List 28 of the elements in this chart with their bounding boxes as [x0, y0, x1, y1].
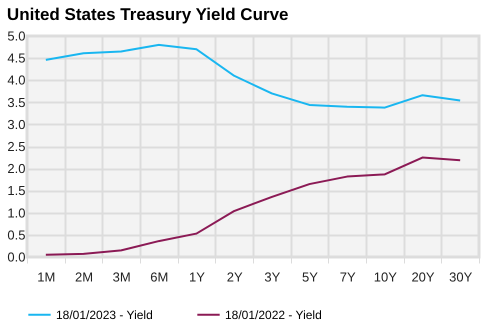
- y-tick-label: 1.0: [7, 205, 26, 220]
- y-tick-label: 2.0: [7, 161, 26, 176]
- x-tick-label: 3M: [112, 270, 131, 284]
- y-tick-label: 3.5: [7, 94, 26, 110]
- x-tick-label: 10Y: [374, 270, 398, 284]
- line-series: [44, 44, 462, 109]
- x-tick-label: 20Y: [411, 270, 435, 284]
- x-tick-label: 30Y: [449, 270, 473, 284]
- y-tick-label: 4.0: [7, 72, 26, 88]
- y-tick-label: 3.0: [7, 116, 26, 132]
- x-tick-label: 2Y: [226, 270, 243, 284]
- x-tick-label: 5Y: [302, 270, 318, 284]
- x-tick-label: 1Y: [189, 270, 206, 284]
- y-tick-label: 0.5: [7, 227, 26, 242]
- x-tick-label: 6M: [150, 270, 168, 284]
- y-tick-label: 4.5: [7, 50, 26, 66]
- y-tick-label: 1.5: [7, 183, 26, 198]
- x-tick-label: 2M: [74, 270, 94, 284]
- y-tick-label: 5.0: [7, 28, 26, 44]
- x-tick-label: 3Y: [264, 270, 281, 284]
- legend-label: 18/01/2023 - Yield: [56, 308, 153, 322]
- y-tick-label: 0.0: [7, 250, 26, 264]
- x-tick-label: 1M: [37, 270, 56, 284]
- y-tick-label: 2.5: [7, 139, 26, 154]
- chart-title: United States Treasury Yield Curve: [6, 5, 288, 24]
- line-series: [44, 156, 462, 256]
- x-tick-label: 7Y: [340, 270, 356, 284]
- legend-label: 18/01/2022 - Yield: [225, 308, 322, 322]
